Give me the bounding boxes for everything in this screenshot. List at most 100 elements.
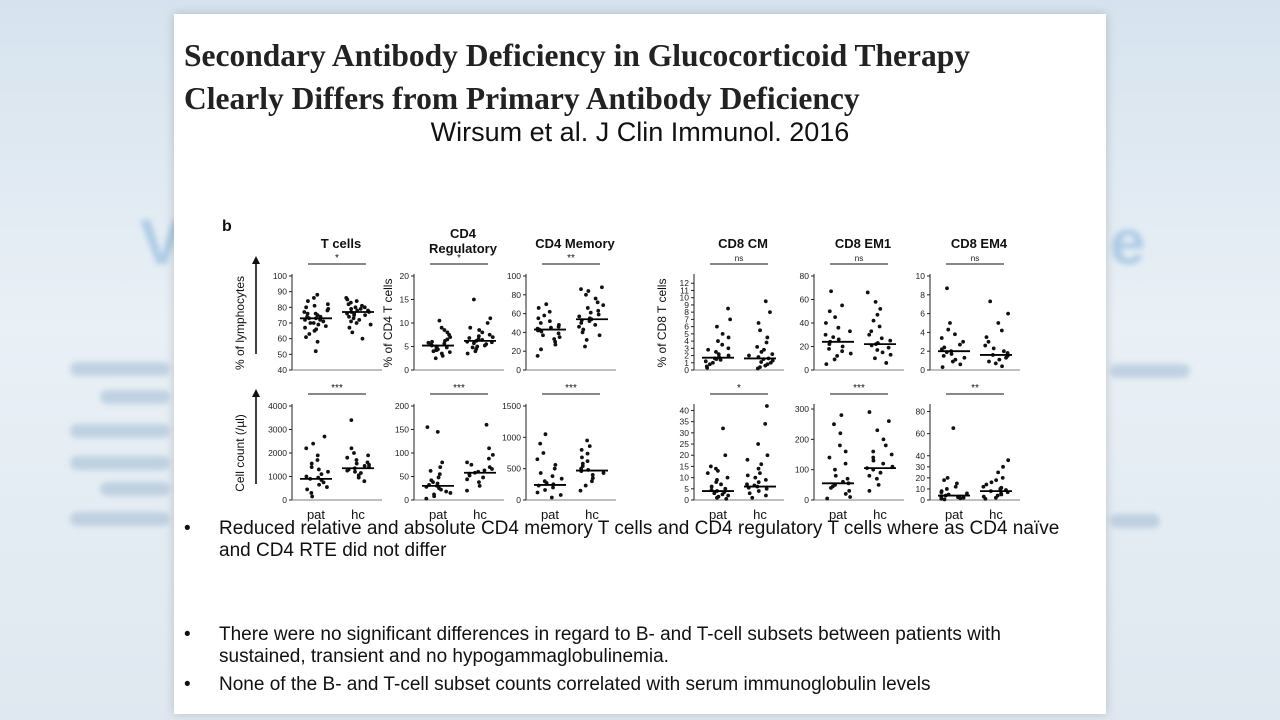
data-point [999,491,1003,496]
data-point [756,442,761,446]
data-point [536,306,541,310]
data-point [714,466,718,471]
data-point [482,468,487,473]
y-tick-label: 9 [684,300,689,310]
data-point [745,457,750,462]
data-point [465,477,469,482]
data-point [311,321,316,325]
data-point [953,484,958,489]
data-point [726,306,730,311]
data-point [351,316,356,321]
data-point [840,303,844,308]
data-point [720,342,725,347]
y-tick-label: 7 [684,314,689,324]
data-point [477,328,482,332]
y-tick-label: 11 [680,285,689,295]
data-point [559,476,564,481]
y-tick-label: 4000 [268,401,287,411]
data-point [833,473,838,478]
data-point [322,434,327,439]
data-point [480,330,485,335]
group-label: hc [473,507,487,522]
y-tick-label: 200 [795,434,809,444]
data-point [763,299,768,304]
data-point [552,337,557,341]
slide-title-line-1: Secondary Antibody Deficiency in Glucoco… [184,38,971,73]
y-tick-label: 0 [684,365,689,375]
data-point [984,335,989,339]
data-point [981,484,986,489]
data-point [444,489,449,494]
data-point [558,493,563,497]
data-point [445,330,450,335]
y-tick-label: 200 [395,401,409,411]
data-point [309,491,314,495]
data-point [358,307,363,311]
data-point [538,321,543,325]
data-point [984,482,989,487]
slide-title: Secondary Antibody Deficiency in Glucoco… [184,34,1094,120]
data-point [435,481,440,486]
data-point [881,461,886,466]
data-point [879,336,884,341]
data-point [475,344,480,349]
data-point [871,318,876,323]
y-tick-label: 10 [916,484,926,494]
data-point [477,484,482,488]
data-point [703,359,708,364]
data-point [315,339,320,344]
data-point [825,496,830,501]
data-point [345,455,350,460]
group-label: pat [829,507,847,522]
background-decoration [70,512,170,526]
data-point [824,321,828,325]
data-point [368,322,373,327]
data-point [557,335,562,339]
data-point [585,451,590,456]
y-tick-label: 0 [404,495,409,505]
y-tick-label: 100 [507,271,521,281]
data-point [352,451,356,455]
data-point [486,456,491,461]
data-point [945,286,949,291]
data-point [432,492,436,497]
data-point [726,353,731,358]
y-tick-label: 10 [680,473,690,483]
data-point [848,351,853,356]
panel-title: Regulatory [429,241,498,256]
data-point [442,328,447,332]
data-point [535,354,540,358]
data-point [601,303,606,308]
data-point [958,342,962,347]
data-point [884,361,889,365]
data-point [315,458,320,462]
data-point [763,422,768,426]
y-tick-label: 60 [916,429,926,439]
data-point [707,362,712,367]
data-point [349,418,354,422]
y-tick-label: 6 [920,309,925,319]
data-point [940,365,945,370]
y-tick-label: 40 [800,318,810,328]
y-tick-label: 2000 [268,448,287,458]
data-point [444,345,449,350]
data-point [535,490,540,495]
data-point [867,473,872,478]
y-tick-label: 20 [916,473,926,483]
data-point [354,321,359,325]
significance-label: ns [855,254,863,263]
data-point [946,327,951,332]
data-point [759,462,764,467]
data-point [312,303,317,308]
data-point [758,365,762,370]
data-point [875,428,880,433]
data-point [538,441,543,446]
y-tick-label: 15 [400,295,410,305]
data-point [965,491,969,496]
data-point [595,300,600,305]
data-point [878,470,883,475]
background-decoration [100,482,170,496]
data-point [880,350,885,355]
data-point [549,495,554,500]
